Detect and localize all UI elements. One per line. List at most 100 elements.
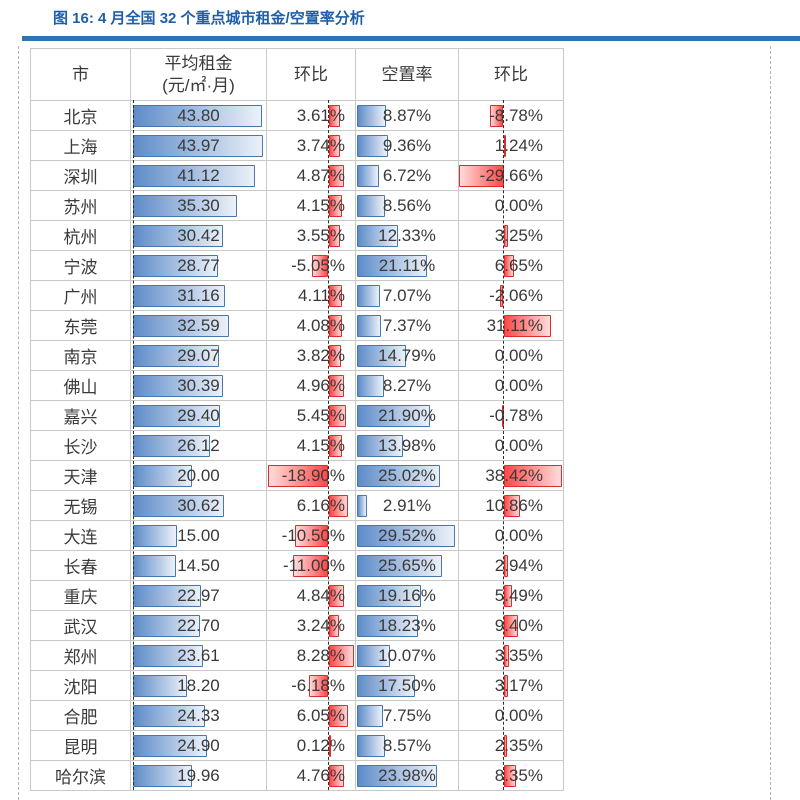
city-cell-value: 南京 <box>63 348 98 367</box>
city-cell: 佛山 <box>30 370 131 401</box>
vacancy-cell: 29.52% <box>355 520 459 551</box>
city-cell: 杭州 <box>30 220 131 251</box>
vacancy-cell-value: 25.02% <box>378 465 436 485</box>
city-cell-value: 北京 <box>63 108 98 127</box>
rent-cell: 30.62 <box>130 490 267 521</box>
city-cell-value: 昆明 <box>63 738 98 757</box>
vacancy-mom-bar <box>503 314 551 337</box>
vacancy-mom-cell-value: 10.86% <box>485 495 543 515</box>
city-cell: 昆明 <box>30 730 131 761</box>
city-cell-value: 杭州 <box>63 228 98 247</box>
rent-mom-cell-value: 6.05% <box>296 705 345 725</box>
rent-mom-cell: 3.24% <box>266 610 356 641</box>
rent-cell-value: 20.00 <box>177 465 220 485</box>
rent-mom-cell: -11.00% <box>266 550 356 581</box>
vacancy-mom-cell: -0.78% <box>458 400 564 431</box>
city-cell-value: 郑州 <box>63 648 98 667</box>
city-cell: 嘉兴 <box>30 400 131 431</box>
vacancy-cell-value: 13.98% <box>378 435 436 455</box>
table-row: 沈阳 18.20 -6.18% 17.50% 3.17% <box>30 670 564 701</box>
vacancy-bar <box>357 134 389 157</box>
city-cell: 上海 <box>30 130 131 161</box>
vacancy-cell: 21.11% <box>355 250 459 281</box>
rent-mom-bar <box>328 314 342 337</box>
city-cell-value: 佛山 <box>63 378 98 397</box>
vacancy-cell: 12.33% <box>355 220 459 251</box>
city-cell-value: 广州 <box>63 288 98 307</box>
rent-mom-bar <box>328 584 344 607</box>
vacancy-mom-cell: 31.11% <box>458 310 564 341</box>
rent-mom-cell-value: 3.61% <box>296 105 345 125</box>
city-cell-value: 长沙 <box>63 438 98 457</box>
rent-cell-value: 24.90 <box>177 735 220 755</box>
rent-mom-cell: 4.11% <box>266 280 356 311</box>
city-cell-value: 嘉兴 <box>63 408 98 427</box>
vacancy-bar <box>357 644 391 667</box>
rent-mom-cell: 8.28% <box>266 640 356 671</box>
vacancy-cell: 2.91% <box>355 490 459 521</box>
vacancy-mom-cell-value: 31.11% <box>486 315 543 335</box>
city-cell: 北京 <box>30 100 131 131</box>
rent-mom-cell-value: 8.28% <box>296 645 345 665</box>
city-cell-value: 长春 <box>63 558 98 577</box>
vacancy-mom-cell: 3.35% <box>458 640 564 671</box>
rent-mom-cell: 4.15% <box>266 190 356 221</box>
rent-mom-cell-value: -18.90% <box>281 465 345 485</box>
vacancy-cell-value: 10.07% <box>378 645 436 665</box>
data-table: 市 平均租金 (元/㎡·月) 环比 空置率 环比 北京 43.80 3.61% 8.8… <box>30 48 564 791</box>
vacancy-cell-value: 18.23% <box>378 615 436 635</box>
vacancy-cell: 9.36% <box>355 130 459 161</box>
rent-cell-value: 30.39 <box>177 375 220 395</box>
rent-cell: 41.12 <box>130 160 267 191</box>
table-row: 佛山 30.39 4.96% 8.27% 0.00% <box>30 370 564 401</box>
rent-mom-cell: -6.18% <box>266 670 356 701</box>
city-cell: 武汉 <box>30 610 131 641</box>
page-margin-dashed-right <box>770 46 771 800</box>
city-cell-value: 合肥 <box>63 708 98 727</box>
city-cell: 长春 <box>30 550 131 581</box>
rent-cell-value: 14.50 <box>177 555 220 575</box>
header-vacancy: 空置率 <box>355 48 459 101</box>
rent-cell-value: 41.12 <box>177 165 220 185</box>
vacancy-mom-bar <box>503 644 509 667</box>
vacancy-mom-cell-value: -8.78% <box>489 105 543 125</box>
rent-bar <box>133 554 176 577</box>
city-cell: 广州 <box>30 280 131 311</box>
rent-mom-cell-value: 6.16% <box>296 495 345 515</box>
city-cell: 合肥 <box>30 700 131 731</box>
rent-mom-cell: -10.50% <box>266 520 356 551</box>
rent-cell: 26.12 <box>130 430 267 461</box>
city-cell: 大连 <box>30 520 131 551</box>
city-cell-value: 宁波 <box>63 258 98 277</box>
rent-cell: 28.77 <box>130 250 267 281</box>
vacancy-cell: 8.56% <box>355 190 459 221</box>
vacancy-bar <box>357 494 367 517</box>
rent-mom-cell-value: 4.11% <box>298 285 345 305</box>
vacancy-cell-value: 7.75% <box>382 705 432 725</box>
city-cell-value: 苏州 <box>63 198 98 217</box>
vacancy-cell-value: 14.79% <box>378 345 436 365</box>
vacancy-bar <box>357 314 382 337</box>
vacancy-cell: 6.72% <box>355 160 459 191</box>
city-cell: 东莞 <box>30 310 131 341</box>
vacancy-cell: 17.50% <box>355 670 459 701</box>
city-cell: 沈阳 <box>30 670 131 701</box>
table-body: 北京 43.80 3.61% 8.87% -8.78% 上海 43.97 3.74% 9.36%… <box>30 100 564 791</box>
vacancy-cell-value: 19.16% <box>378 585 436 605</box>
table-row: 重庆 22.97 4.84% 19.16% 5.49% <box>30 580 564 611</box>
rent-cell-value: 43.80 <box>177 105 220 125</box>
table-row: 合肥 24.33 6.05% 7.75% 0.00% <box>30 700 564 731</box>
rent-cell-value: 15.00 <box>177 525 220 545</box>
table-row: 苏州 35.30 4.15% 8.56% 0.00% <box>30 190 564 221</box>
city-cell-value: 大连 <box>63 528 98 547</box>
vacancy-mom-cell-value: 38.42% <box>485 465 543 485</box>
header-row: 市 平均租金 (元/㎡·月) 环比 空置率 环比 <box>30 48 564 101</box>
rent-mom-cell: 3.61% <box>266 100 356 131</box>
city-cell-value: 无锡 <box>63 498 98 517</box>
rent-mom-cell: 3.82% <box>266 340 356 371</box>
figure-title: 图 16: 4 月全国 32 个重点城市租金/空置率分析 <box>53 10 365 27</box>
rent-mom-bar <box>293 554 329 577</box>
city-cell: 哈尔滨 <box>30 760 131 791</box>
vacancy-mom-cell-value: 0.00% <box>494 375 543 395</box>
